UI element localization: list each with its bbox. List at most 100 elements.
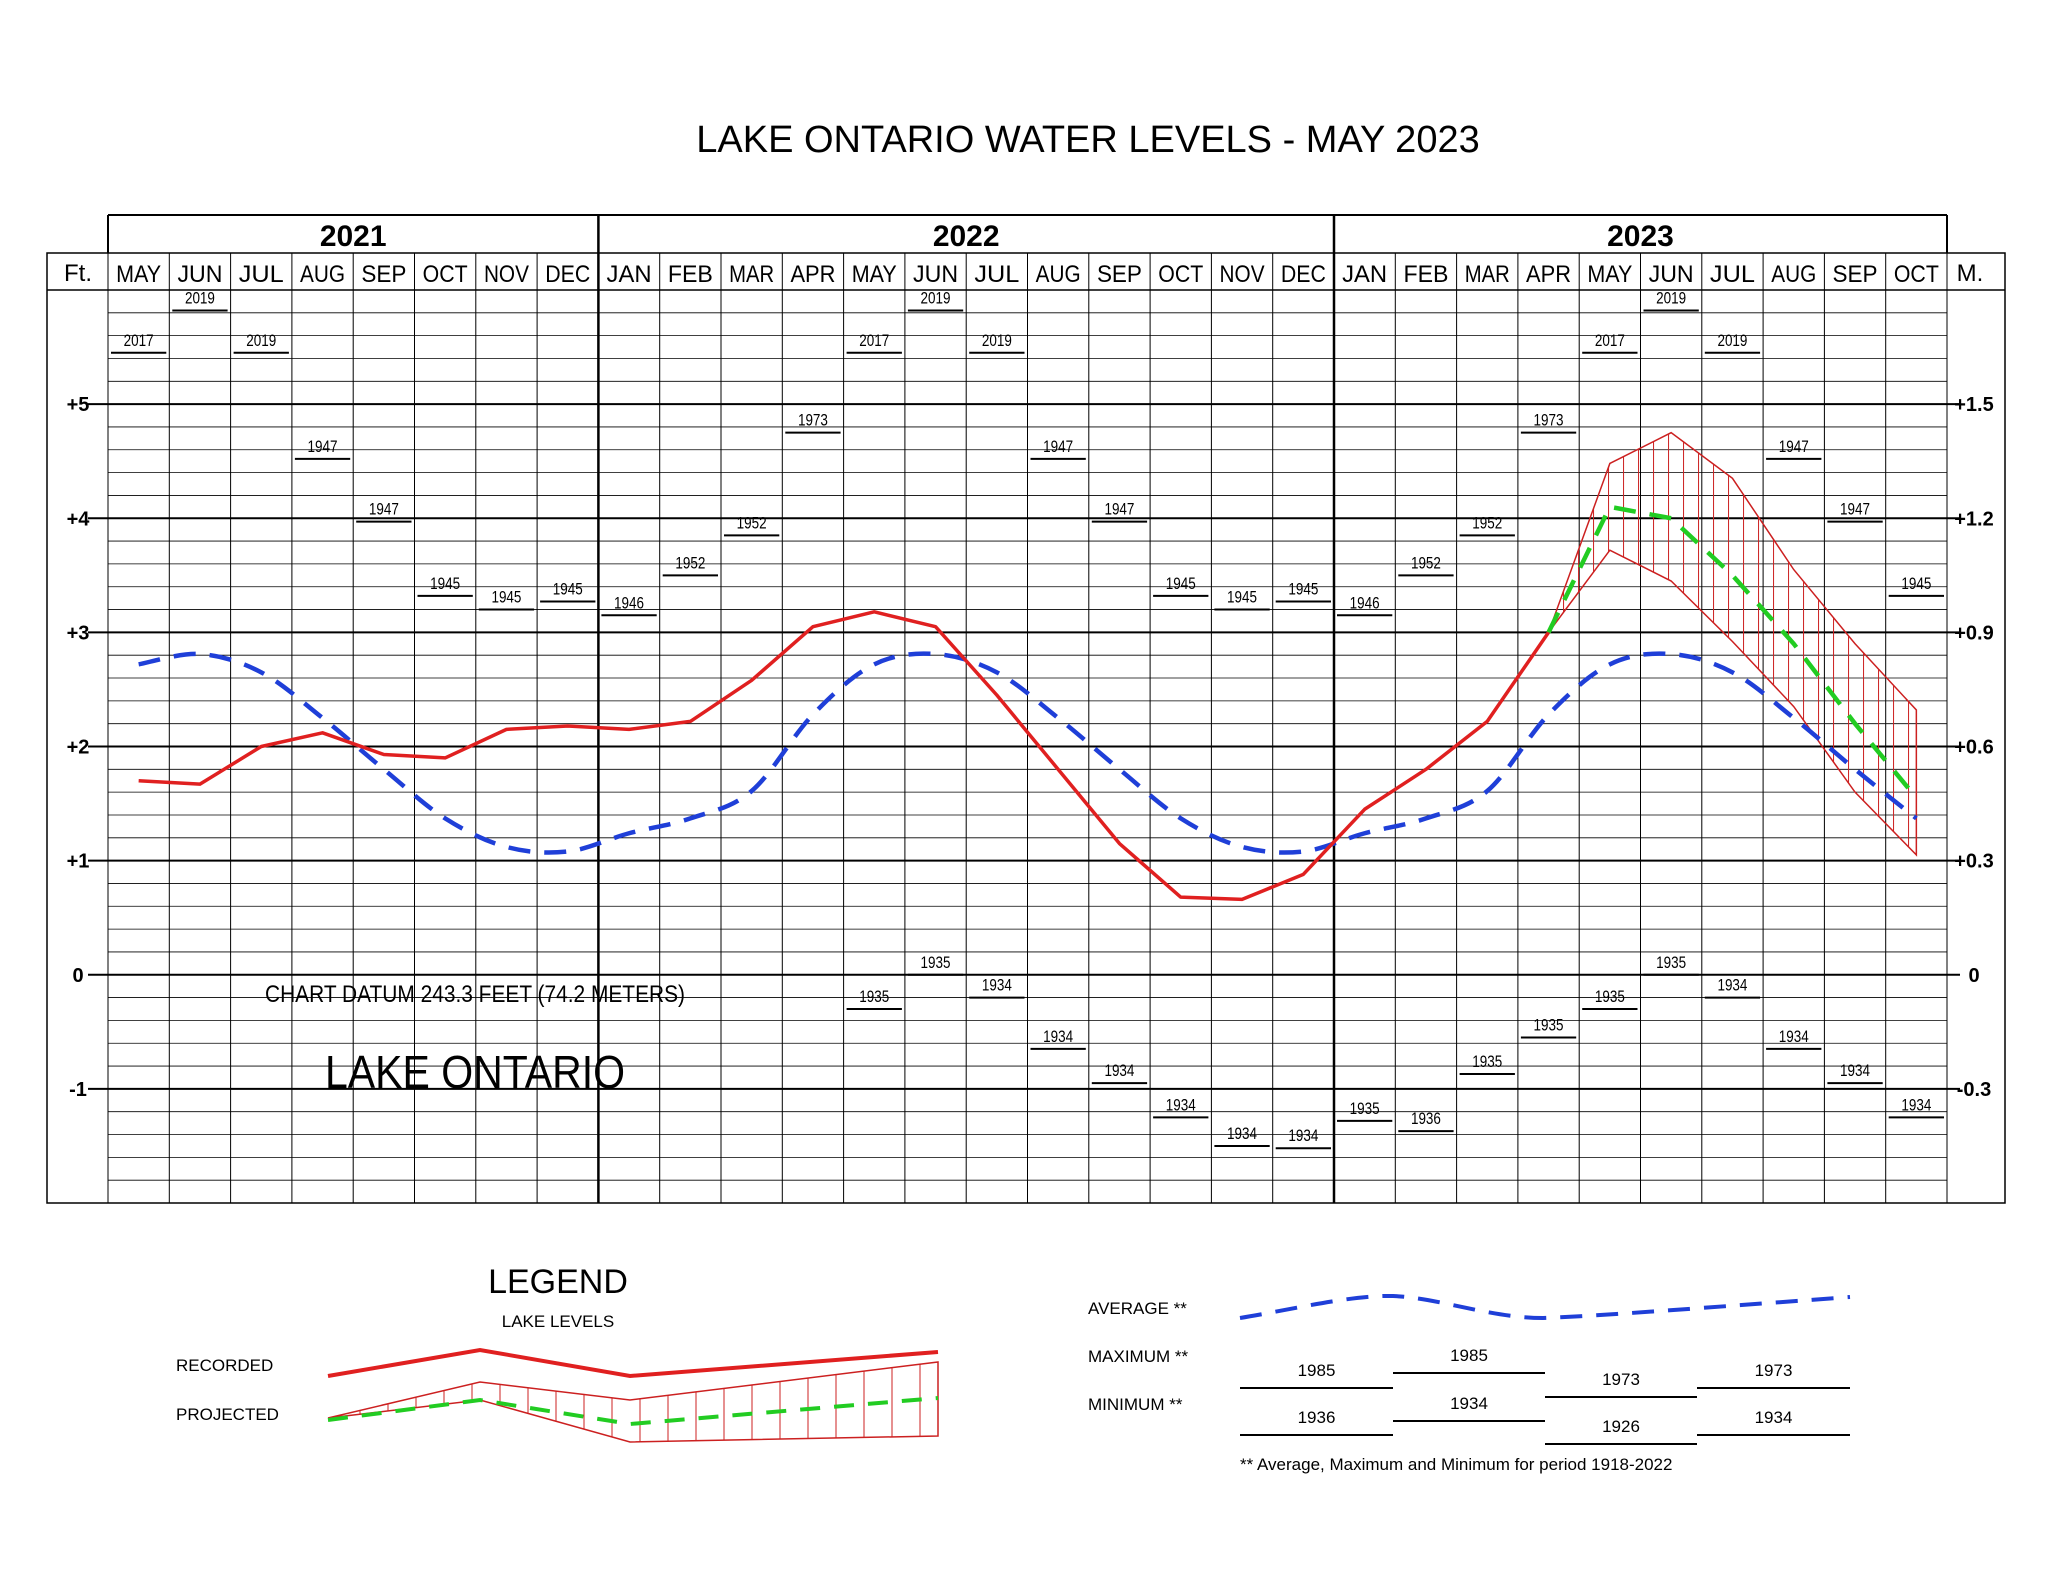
legend-footnote: ** Average, Maximum and Minimum for peri…: [1240, 1455, 1672, 1474]
chart-datum-note: CHART DATUM 243.3 FEET (74.2 METERS): [265, 981, 685, 1008]
maximum-record-year: 1952: [1411, 553, 1441, 572]
maximum-record-year: 2019: [185, 289, 215, 308]
maximum-record-year: 1947: [1779, 437, 1809, 456]
maximum-record-year: 1947: [1840, 500, 1870, 519]
month-label: SEP: [361, 261, 406, 288]
minimum-record-year: 1934: [1840, 1061, 1870, 1080]
month-label: JUN: [913, 261, 958, 288]
month-label: SEP: [1833, 261, 1878, 288]
minimum-record-year: 1935: [859, 987, 889, 1006]
maximum-record-year: 1952: [675, 553, 705, 572]
chart-title: LAKE ONTARIO WATER LEVELS - MAY 2023: [696, 119, 1479, 161]
maximum-record-year: 1947: [308, 437, 338, 456]
maximum-record-year: 2019: [921, 289, 951, 308]
maximum-record-year: 1945: [1166, 574, 1196, 593]
maximum-record-year: 1945: [1288, 580, 1318, 599]
maximum-record-year: 2019: [246, 331, 276, 350]
left-tick-label: +1: [67, 851, 90, 873]
left-tick-label: +4: [67, 508, 91, 530]
maximum-record-year: 1952: [737, 513, 767, 532]
right-tick-label: +0.3: [1954, 851, 1993, 873]
right-tick-label: +0.9: [1954, 622, 1993, 644]
maximum-record-year: 1973: [798, 411, 828, 430]
month-label: DEC: [1281, 261, 1326, 288]
month-label: APR: [1526, 261, 1571, 288]
projected-series-line: [1546, 504, 1919, 800]
year-label: 2021: [320, 220, 387, 253]
lake-label: LAKE ONTARIO: [325, 1046, 625, 1098]
maximum-record-year: 1945: [553, 580, 583, 599]
minimum-record-year: 1934: [1288, 1126, 1318, 1145]
maximum-record-year: 1946: [614, 593, 644, 612]
legend-max-year: 1985: [1450, 1346, 1488, 1365]
maximum-record-year: 2019: [1717, 331, 1747, 350]
month-label: AUG: [1036, 261, 1081, 288]
legend-min-year: 1934: [1755, 1408, 1793, 1427]
maximum-record-year: 1973: [1534, 411, 1564, 430]
month-label: APR: [790, 261, 835, 288]
legend-min-year: 1934: [1450, 1394, 1488, 1413]
projection-band: [1547, 431, 1918, 857]
legend-average-line: [1239, 1293, 1851, 1321]
month-label: JUL: [1710, 261, 1755, 288]
minimum-record-year: 1934: [1104, 1061, 1134, 1080]
minimum-record-year: 1934: [1901, 1095, 1931, 1114]
month-label: MAR: [729, 261, 774, 288]
legend-max-year: 1973: [1755, 1361, 1793, 1380]
legend-average-label: AVERAGE **: [1088, 1299, 1187, 1318]
maximum-record-year: 2019: [982, 331, 1012, 350]
legend-minimum-label: MINIMUM **: [1088, 1395, 1183, 1414]
left-tick-label: +3: [67, 622, 90, 644]
legend-projected-line: [327, 1396, 939, 1427]
minimum-record-year: 1935: [1350, 1099, 1380, 1118]
month-label: FEB: [1403, 261, 1448, 288]
month-label: OCT: [423, 261, 468, 288]
average-series-line: [138, 651, 1918, 855]
legend-subtitle: LAKE LEVELS: [502, 1312, 614, 1331]
right-unit-label: M.: [1957, 260, 1984, 287]
legend-min-year: 1926: [1602, 1417, 1640, 1436]
maximum-record-year: 1945: [1901, 574, 1931, 593]
month-label: MAY: [852, 261, 897, 288]
month-label: JAN: [1342, 261, 1387, 288]
month-label: JUL: [974, 261, 1019, 288]
maximum-record-year: 2017: [859, 331, 889, 350]
maximum-record-year: 2019: [1656, 289, 1686, 308]
minimum-record-year: 1934: [982, 976, 1012, 995]
minimum-record-year: 1935: [1595, 987, 1625, 1006]
projection-band-outline: [1547, 431, 1918, 857]
legend-maximum-label: MAXIMUM **: [1088, 1347, 1189, 1366]
month-label: JUL: [239, 261, 284, 288]
maximum-record-year: 1945: [491, 588, 521, 607]
month-label: JUN: [1649, 261, 1694, 288]
legend-max-year: 1973: [1602, 1370, 1640, 1389]
minimum-record-year: 1935: [921, 953, 951, 972]
legend-min-year: 1936: [1298, 1408, 1336, 1427]
maximum-record-year: 1945: [1227, 588, 1257, 607]
legend-title: LEGEND: [488, 1263, 628, 1301]
left-unit-label: Ft.: [64, 260, 92, 287]
legend-recorded-line: [327, 1347, 939, 1379]
chart-grid: [46, 214, 2006, 1204]
legend-extremes-table: 1985 1985 1973 1973 1936 1934 1926 1934: [1240, 1346, 1850, 1445]
maximum-record-year: 2017: [1595, 331, 1625, 350]
record-extremes: 2017 2019 2019 1947 1947 1945 1945 1945 1946 1952…: [111, 289, 1944, 1150]
series-lines: [138, 504, 1919, 902]
month-label: AUG: [300, 261, 345, 288]
month-label: JAN: [607, 261, 652, 288]
month-label: OCT: [1158, 261, 1203, 288]
left-tick-label: 0: [72, 965, 83, 987]
maximum-record-year: 1947: [1043, 437, 1073, 456]
month-label: OCT: [1894, 261, 1939, 288]
axis-labels: +5 +4 +3 +2 +1 0 -1 +1.5 +1.2 +0.9 +0.6 +0.3 0 -0.3: [67, 394, 1994, 1101]
minimum-record-year: 1935: [1472, 1052, 1502, 1071]
left-tick-label: +2: [67, 737, 90, 759]
minimum-record-year: 1935: [1656, 953, 1686, 972]
maximum-record-year: 1952: [1472, 513, 1502, 532]
minimum-record-year: 1936: [1411, 1109, 1441, 1128]
legend-max-year: 1985: [1298, 1361, 1336, 1380]
legend-recorded-label: RECORDED: [176, 1356, 273, 1375]
left-tick-label: -1: [69, 1079, 87, 1101]
legend: LEGEND LAKE LEVELS RECORDED PROJECTED AV…: [176, 1263, 1851, 1474]
minimum-record-year: 1934: [1227, 1124, 1257, 1143]
